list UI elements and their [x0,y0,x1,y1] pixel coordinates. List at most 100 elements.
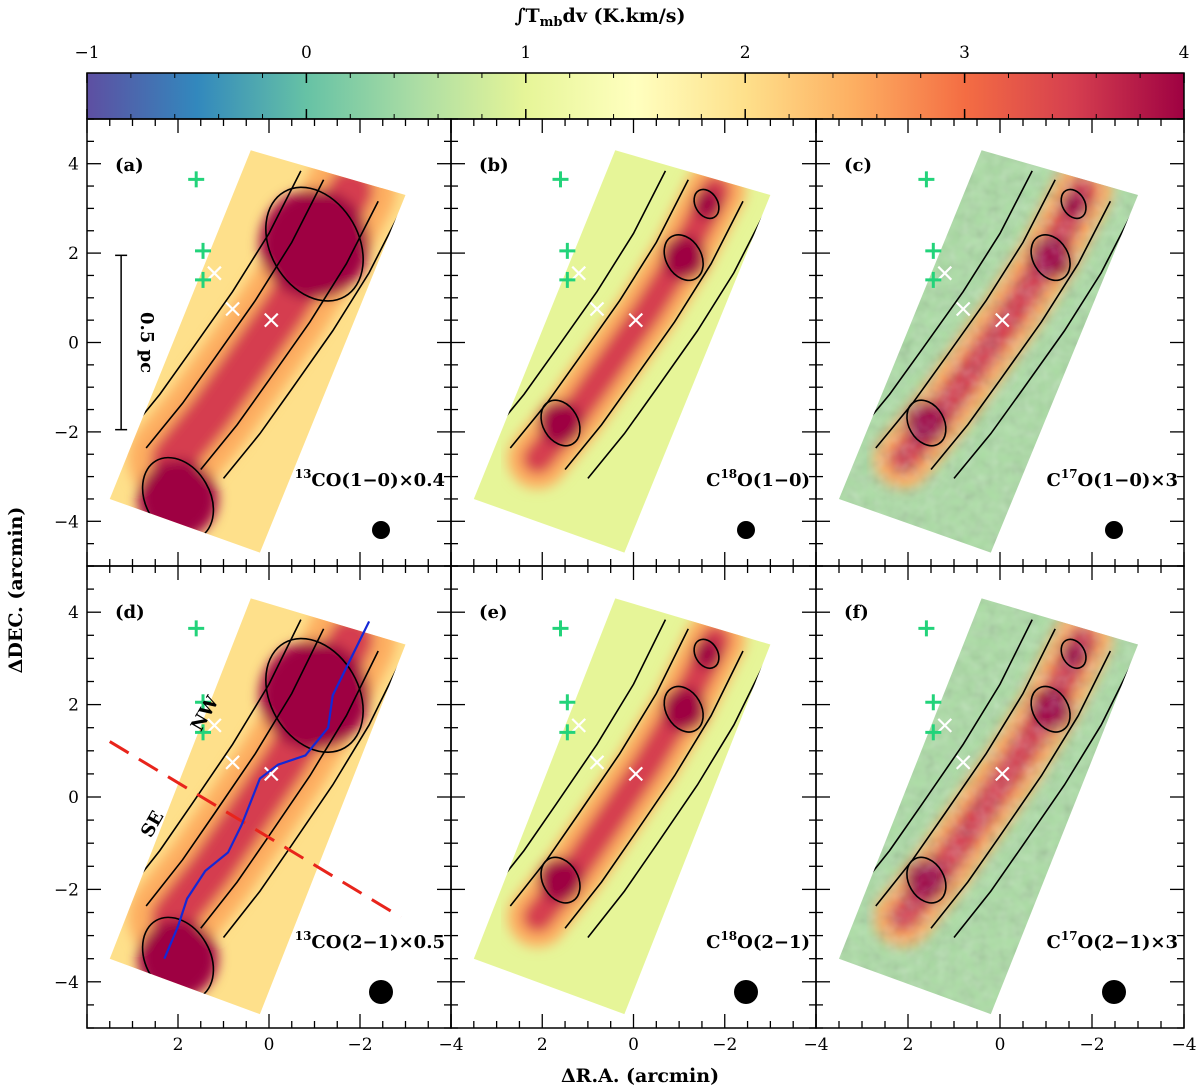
contour-line [145,628,325,907]
contour-line [663,234,704,282]
contour-line [875,179,1056,449]
core-x-marker [352,442,368,458]
noise-texture [839,150,1138,553]
contour-line [906,399,947,447]
mol-transition: O(1−0)×3 [1078,470,1178,491]
contour-line [200,650,379,929]
panel-a: −4 −2 0 2 4 (a) 13CO(1−0)×0.4 0.5 pc [54,118,452,567]
core-x-marker [553,198,568,214]
axis-ticks [86,565,452,1029]
colorbar-tick-label: 2 [740,43,751,63]
contour-line [222,659,402,938]
beam-size-circle [1105,521,1123,539]
contours [122,619,402,1001]
contour-line [265,186,364,302]
contour-line [906,856,947,904]
mol-isotope: 18 [720,467,737,481]
contour-line [693,188,720,220]
panel-tag: (d) [115,602,145,623]
contour-line [486,170,667,440]
beam-size-circle [369,980,393,1004]
core-x-marker [995,312,1010,328]
x-tick-label: 0 [995,1035,1006,1055]
panel-tag: (f) [844,602,869,623]
x-tick-label: −2 [1079,1035,1104,1055]
x-axis-title: ΔR.A. (arcmin) [561,1065,719,1087]
emission-peak [259,640,370,751]
beam-size-circle [737,521,755,539]
core-x-marker [207,718,222,733]
x-tick-label: −2 [712,1035,737,1055]
core-x-marker [955,755,971,770]
x-tick-label: 0 [628,1035,639,1055]
panel-c: (c) C17O(1−0)×3 [815,118,1185,567]
panel-tag: (b) [479,155,509,176]
emission-peak [692,189,721,218]
molecule-label: C18O(2−1) [706,929,810,953]
core-x-marker [690,856,705,872]
core-x-marker [995,766,1010,782]
contour-line [1030,234,1071,282]
mol-prefix: C [1047,470,1061,491]
axis-ticks [815,565,1185,1029]
y-tick-label: −2 [54,880,79,900]
molecule-label: C18O(1−0) [706,467,810,491]
emission-map [109,598,406,1015]
markers [188,620,368,916]
contours [852,619,1135,938]
y-tick-label: 0 [68,334,79,354]
y-tick-label: −4 [54,973,79,993]
colorbar-title: ∫Tmbdv (K.km/s) [515,5,686,30]
contour-line [587,209,767,479]
contour-line [222,209,402,479]
contour-line [122,170,302,440]
core-x-marker [339,420,354,435]
y-tick-label: 0 [68,788,79,808]
core-x-marker [589,755,605,770]
core-x-marker [553,648,568,664]
core-x-marker [188,648,204,664]
y-tick-label: 2 [68,244,79,264]
colorbar-ticks: −1 0 1 2 3 4 [74,43,1189,119]
panel-f: 2 0 −2 −4 (f) C17O(2−1)×3 [815,565,1197,1055]
markers [552,620,733,916]
panel-tag: (a) [115,155,144,176]
colorbar-title-integral: ∫T [515,5,540,27]
x-tick-label: 2 [537,1035,548,1055]
markers [188,171,368,458]
mol-transition: O(1−0) [737,470,810,491]
x-tick-label: 2 [173,1035,184,1055]
markers [552,171,733,458]
mol-prefix: C [706,470,720,491]
core-x-marker [1084,442,1100,458]
core-x-marker [1057,400,1072,415]
contour-line [122,619,302,898]
core-x-marker [1070,420,1086,435]
core-x-marker [352,900,368,916]
core-x-marker [690,400,705,415]
x-tick-label: −4 [803,1035,828,1055]
y-tick-label: −2 [54,423,79,443]
emission-peak [538,858,583,903]
core-x-marker [207,265,222,281]
y-axis-title: ΔDEC. (arcmin) [5,507,27,674]
y-tick-label: 4 [68,155,79,175]
mol-prefix: C [1047,932,1061,953]
core-x-marker [589,301,605,317]
noise-texture [839,598,1138,1015]
mol-isotope: 13 [295,929,312,943]
emission-peak [259,189,370,300]
contour-line [587,659,767,938]
contour-line [486,619,667,898]
colorbar-tick-label: 3 [959,43,970,63]
panel-e: 2 0 −2 −4 (e) C18O(2−1) [450,565,829,1055]
contour-line [852,619,1033,898]
y-tick-label: 4 [68,603,79,623]
contour-line [852,170,1033,440]
x-tick-label: 2 [903,1035,914,1055]
contour-line [693,638,720,670]
core-x-marker [919,198,934,214]
emission-map [839,150,1138,553]
contour-line [145,179,325,449]
core-x-marker [937,718,953,733]
